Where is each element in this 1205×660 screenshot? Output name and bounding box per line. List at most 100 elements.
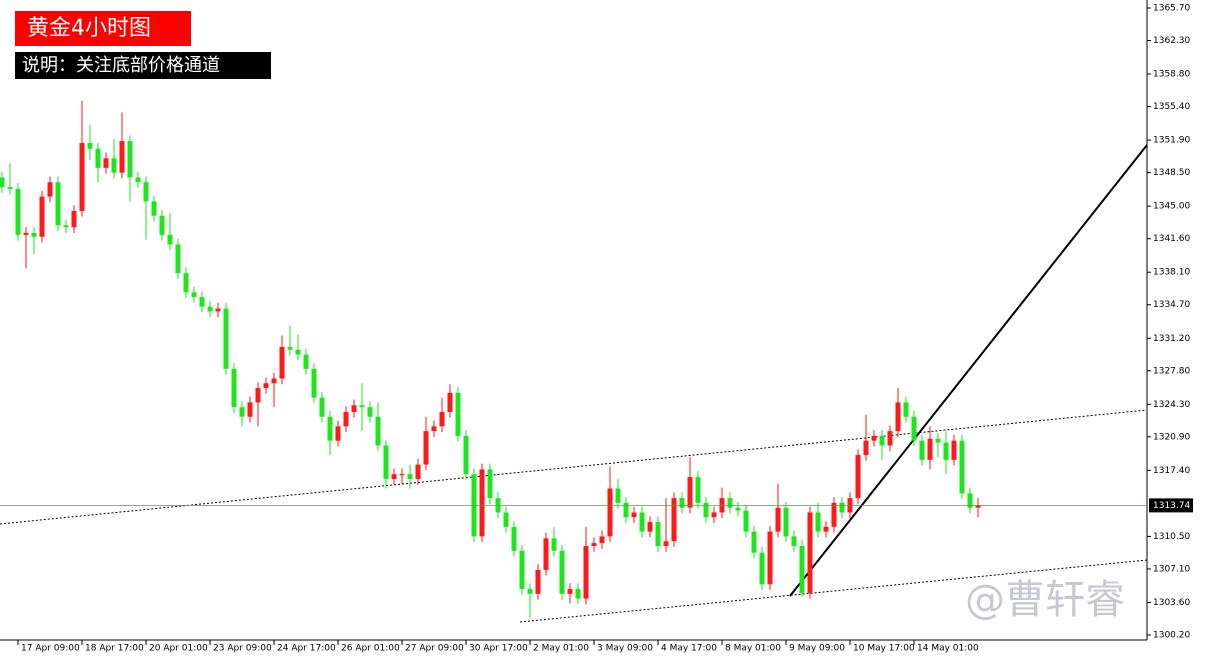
x-tick-label: 18 Apr 17:00 — [85, 644, 144, 654]
candle-body — [351, 405, 357, 412]
candle-body — [479, 469, 485, 537]
y-tick-label: 1362.30 — [1153, 36, 1190, 46]
candle-body — [879, 435, 885, 446]
candles — [0, 100, 981, 618]
y-tick-label: 1365.70 — [1153, 4, 1190, 14]
candle-body — [15, 188, 21, 235]
candle-body — [927, 438, 933, 460]
y-tick-label: 1307.10 — [1153, 564, 1190, 574]
candle-body — [615, 488, 621, 503]
candle-body — [367, 407, 373, 417]
y-tick-label: 1341.60 — [1153, 234, 1190, 244]
y-tick-label: 1331.20 — [1153, 334, 1190, 344]
candle-body — [959, 440, 965, 494]
candle-body — [311, 368, 317, 398]
candle-body — [103, 158, 109, 168]
candle-body — [63, 225, 69, 228]
candle-body — [143, 182, 149, 202]
candle-body — [167, 234, 173, 245]
candle-body — [607, 488, 613, 537]
x-tick-label: 20 Apr 01:00 — [149, 644, 208, 654]
candle-body — [727, 498, 733, 508]
candle-body — [647, 522, 653, 532]
candle-body — [639, 512, 645, 532]
candle-body — [911, 416, 917, 441]
candle-body — [591, 543, 597, 546]
candle-body — [119, 141, 125, 173]
y-tick-label: 1303.60 — [1153, 598, 1190, 608]
candle-body — [703, 502, 709, 518]
x-tick-label: 23 Apr 09:00 — [213, 644, 272, 654]
candle-body — [327, 416, 333, 441]
candle-body — [671, 498, 677, 542]
y-tick-label: 1317.40 — [1153, 466, 1190, 476]
candle-body — [759, 552, 765, 585]
candle-body — [415, 464, 421, 479]
candle-body — [599, 536, 605, 544]
y-tick-label: 1334.70 — [1153, 300, 1190, 310]
chart-subtitle: 说明：关注底部价格通道 — [22, 55, 220, 76]
candle-body — [335, 426, 341, 441]
candle-body — [159, 215, 165, 235]
candle-body — [399, 474, 405, 476]
candle-body — [183, 273, 189, 293]
candle-body — [87, 142, 93, 149]
watermark: @曹轩睿 — [965, 577, 1125, 623]
candle-body — [751, 531, 757, 553]
x-tick-label: 4 May 17:00 — [661, 644, 717, 654]
candle-body — [55, 182, 61, 226]
candle-body — [919, 440, 925, 460]
candle-body — [711, 512, 717, 518]
candle-body — [383, 445, 389, 479]
candle-body — [815, 512, 821, 532]
candle-body — [823, 526, 829, 532]
candle-body — [223, 308, 229, 369]
y-tick-label: 1348.50 — [1153, 168, 1190, 178]
y-tick-label: 1345.00 — [1153, 202, 1190, 212]
candle-body — [831, 502, 837, 527]
y-tick-label: 1351.90 — [1153, 136, 1190, 146]
candle-body — [687, 477, 693, 508]
candle-body — [71, 210, 77, 228]
candle-body — [207, 306, 213, 312]
candle-body — [663, 541, 669, 546]
candle-body — [7, 187, 13, 189]
x-tick-label: 2 May 01:00 — [533, 644, 589, 654]
title-box — [15, 11, 191, 46]
y-tick-label: 1310.50 — [1153, 532, 1190, 542]
candle-body — [551, 538, 557, 551]
candle-body — [175, 244, 181, 274]
candle-body — [359, 405, 365, 408]
candle-body — [559, 550, 565, 594]
candle-body — [903, 402, 909, 417]
candle-body — [111, 158, 117, 173]
chart-title: 黄金4小时图 — [27, 16, 151, 41]
candle-body — [279, 346, 285, 379]
candle-body — [695, 477, 701, 503]
candle-body — [871, 435, 877, 441]
candle-body — [791, 536, 797, 546]
candle-body — [255, 388, 261, 403]
x-tick-label: 17 Apr 09:00 — [21, 644, 80, 654]
candle-body — [199, 297, 205, 307]
candle-body — [447, 392, 453, 412]
last-price-box — [1149, 498, 1193, 513]
y-tick-label: 1338.10 — [1153, 268, 1190, 278]
candle-body — [535, 569, 541, 594]
channel-lower — [519, 559, 1147, 623]
candle-body — [543, 538, 549, 570]
candle-body — [631, 512, 637, 518]
subtitle-box — [15, 52, 271, 79]
candle-body — [319, 397, 325, 417]
candle-body — [935, 438, 941, 443]
y-tick-label: 1300.20 — [1153, 631, 1190, 641]
candle-body — [487, 469, 493, 499]
candle-body — [583, 545, 589, 599]
candle-body — [271, 378, 277, 384]
candle-body — [799, 545, 805, 593]
x-tick-label: 8 May 01:00 — [725, 644, 781, 654]
candle-body — [527, 589, 533, 594]
